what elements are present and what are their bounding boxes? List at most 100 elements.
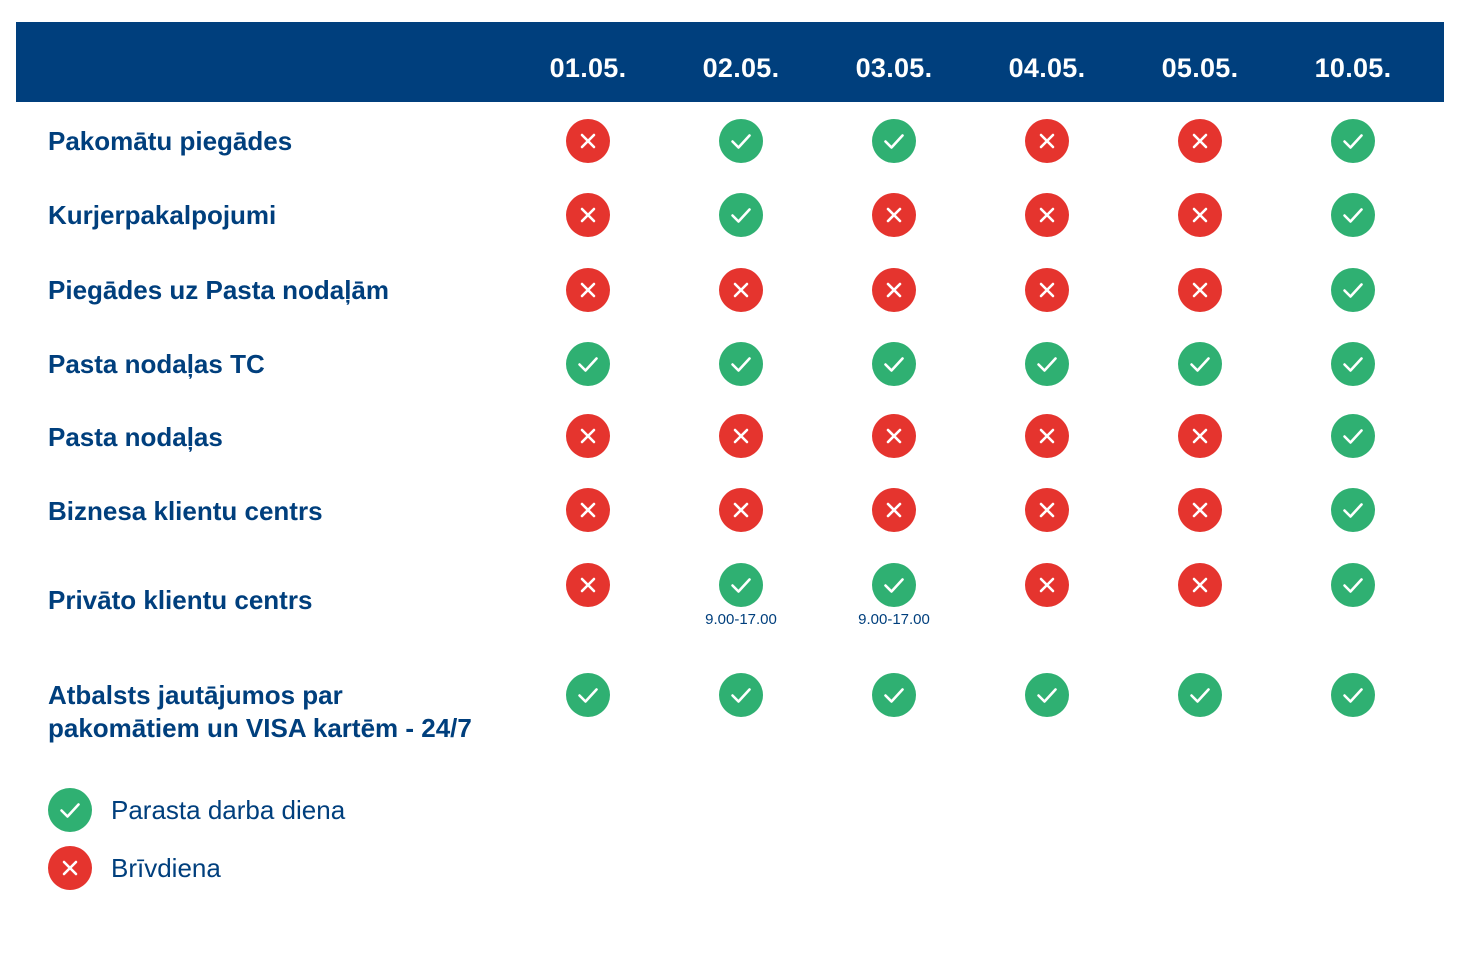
cross-icon xyxy=(1025,563,1069,607)
cross-icon xyxy=(48,846,92,890)
cross-icon xyxy=(1178,193,1222,237)
status-cell xyxy=(872,268,916,312)
cross-icon xyxy=(1025,193,1069,237)
check-icon xyxy=(1025,673,1069,717)
check-icon xyxy=(1178,673,1222,717)
check-icon xyxy=(872,563,916,607)
column-date: 10.05. xyxy=(1314,53,1392,83)
cross-icon xyxy=(719,268,763,312)
status-cell xyxy=(1178,342,1222,386)
cross-icon xyxy=(1178,488,1222,532)
cross-icon xyxy=(872,488,916,532)
status-cell xyxy=(1178,268,1222,312)
status-cell xyxy=(1025,563,1069,607)
cross-icon xyxy=(566,119,610,163)
check-icon xyxy=(719,673,763,717)
status-cell xyxy=(1178,193,1222,237)
cross-icon xyxy=(566,414,610,458)
check-icon xyxy=(1331,342,1375,386)
check-icon xyxy=(719,119,763,163)
cross-icon xyxy=(1178,414,1222,458)
row-label-line: Atbalsts jautājumos par xyxy=(48,680,343,710)
status-cell xyxy=(719,193,763,237)
check-icon xyxy=(719,193,763,237)
status-cell xyxy=(1025,488,1069,532)
status-cell xyxy=(566,119,610,163)
row-label-line: pakomātiem un VISA kartēm - 24/7 xyxy=(48,713,472,743)
check-icon xyxy=(719,342,763,386)
status-cell xyxy=(1025,673,1069,717)
cross-icon xyxy=(1178,119,1222,163)
status-cell xyxy=(1331,414,1375,458)
table-header: 01.05. 02.05. 03.05. 04.05. 05.05. 10.05… xyxy=(16,22,1444,102)
column-date: 05.05. xyxy=(1161,53,1239,83)
cross-icon xyxy=(872,414,916,458)
cross-icon xyxy=(566,563,610,607)
status-cell xyxy=(719,488,763,532)
check-icon xyxy=(48,788,92,832)
check-icon xyxy=(1331,414,1375,458)
status-cell xyxy=(1178,488,1222,532)
legend-label: Brīvdiena xyxy=(111,853,221,883)
row-label: Privāto klientu centrs xyxy=(48,585,313,615)
status-cell xyxy=(566,488,610,532)
cross-icon xyxy=(1025,119,1069,163)
check-icon xyxy=(1331,563,1375,607)
status-cell xyxy=(872,193,916,237)
row-label: Kurjerpakalpojumi xyxy=(48,200,277,230)
status-cell xyxy=(1331,268,1375,312)
status-cell xyxy=(1178,414,1222,458)
check-icon xyxy=(1331,673,1375,717)
legend-label: Parasta darba diena xyxy=(111,795,346,825)
hours-note: 9.00-17.00 xyxy=(858,611,930,628)
cross-icon xyxy=(719,414,763,458)
status-cell xyxy=(566,414,610,458)
check-icon xyxy=(872,342,916,386)
status-cell xyxy=(566,563,610,607)
status-cell xyxy=(566,342,610,386)
status-cell xyxy=(1025,193,1069,237)
status-cell xyxy=(1331,563,1375,607)
cross-icon xyxy=(1178,268,1222,312)
status-cell xyxy=(719,119,763,163)
status-cell xyxy=(1025,119,1069,163)
check-icon xyxy=(1025,342,1069,386)
status-cell xyxy=(872,119,916,163)
status-cell xyxy=(872,414,916,458)
status-cell xyxy=(1025,268,1069,312)
check-icon xyxy=(1331,193,1375,237)
check-icon xyxy=(719,563,763,607)
cross-icon xyxy=(1025,488,1069,532)
cross-icon xyxy=(566,193,610,237)
status-cell xyxy=(1178,563,1222,607)
cross-icon xyxy=(1025,268,1069,312)
check-icon xyxy=(1331,119,1375,163)
status-cell xyxy=(566,268,610,312)
row-label: Biznesa klientu centrs xyxy=(48,496,323,526)
status-cell xyxy=(1178,673,1222,717)
status-cell xyxy=(1178,119,1222,163)
status-cell xyxy=(719,414,763,458)
cross-icon xyxy=(566,488,610,532)
cross-icon xyxy=(872,268,916,312)
column-date: 02.05. xyxy=(702,53,780,83)
check-icon xyxy=(872,119,916,163)
check-icon xyxy=(872,673,916,717)
cross-icon xyxy=(872,193,916,237)
status-cell xyxy=(1331,342,1375,386)
column-date: 03.05. xyxy=(855,53,933,83)
status-cell xyxy=(872,488,916,532)
row-label: Pakomātu piegādes xyxy=(48,126,293,156)
status-cell xyxy=(1025,342,1069,386)
check-icon xyxy=(1331,488,1375,532)
row-label: Atbalsts jautājumos par pakomātiem un VIS… xyxy=(48,679,472,745)
cross-icon xyxy=(1178,563,1222,607)
status-cell xyxy=(872,673,916,717)
status-cell xyxy=(566,193,610,237)
status-cell: 9.00-17.00 xyxy=(705,563,777,628)
row-label: Piegādes uz Pasta nodaļām xyxy=(48,275,390,305)
status-cell xyxy=(719,268,763,312)
column-date: 01.05. xyxy=(549,53,627,83)
cross-icon xyxy=(1025,414,1069,458)
column-date: 04.05. xyxy=(1008,53,1086,83)
